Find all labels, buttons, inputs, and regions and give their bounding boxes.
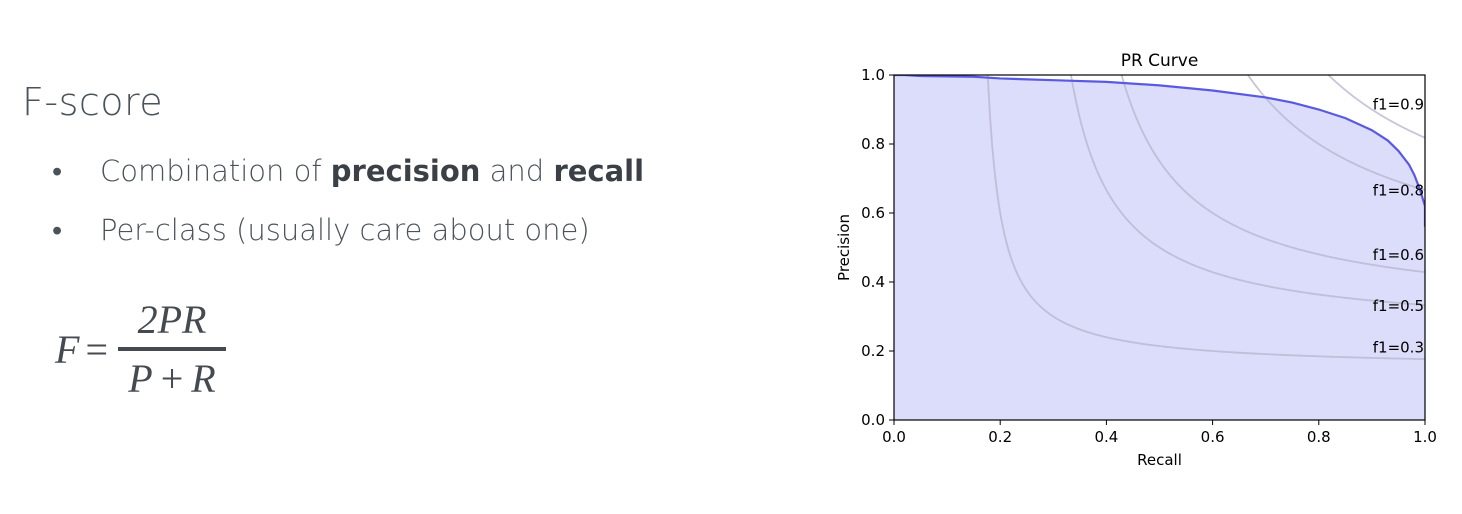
f-score-formula: F = 2PR P + R bbox=[55, 296, 226, 402]
bullet-item-combination: • Combination of precision and recall bbox=[52, 150, 644, 209]
bullet-fragment: and bbox=[480, 154, 554, 188]
iso-f1-label: f1=0.9 bbox=[1373, 95, 1424, 113]
iso-f1-label: f1=0.6 bbox=[1373, 246, 1424, 264]
bullet-dot-icon: • bbox=[52, 154, 63, 188]
iso-f1-curve bbox=[1070, 75, 1425, 306]
iso-f1-curve bbox=[1247, 75, 1425, 191]
pr-curve-chart: 0.0 0.2 0.4 0.6 0.8 1.0 0.0 0.2 0.4 0.6 0.8 1.0 PR … bbox=[835, 51, 1437, 469]
iso-f1-curve bbox=[1327, 75, 1425, 139]
x-axis-label: Recall bbox=[1137, 451, 1182, 469]
formula-equals: = bbox=[85, 326, 108, 372]
bullet-fragment: Combination of bbox=[100, 154, 331, 188]
iso-f1-label: f1=0.8 bbox=[1373, 182, 1424, 200]
bullet-item-per-class: • Per-class (usually care about one) bbox=[52, 209, 644, 268]
formula-lhs: F bbox=[55, 326, 80, 372]
bullet-text: Per-class (usually care about one) bbox=[100, 213, 590, 247]
bullet-list: • Combination of precision and recall • Pe… bbox=[52, 150, 644, 268]
iso-f1-label: f1=0.3 bbox=[1373, 339, 1424, 357]
iso-f1-labels: f1=0.9 f1=0.8 f1=0.6 f1=0.5 f1=0.3 bbox=[1373, 95, 1424, 356]
y-tick-label: 0.2 bbox=[861, 342, 885, 360]
plot-area bbox=[894, 75, 1425, 420]
chart-title: PR Curve bbox=[1121, 51, 1199, 71]
formula-fraction: 2PR P + R bbox=[118, 296, 226, 402]
fraction-bar bbox=[118, 347, 226, 351]
x-tick-label: 0.2 bbox=[988, 428, 1012, 446]
formula-denominator: P + R bbox=[122, 351, 221, 402]
y-axis-label: Precision bbox=[835, 214, 853, 281]
slide-text-panel: F-score • Combination of precision and re… bbox=[22, 80, 644, 402]
x-tick-label: 0.4 bbox=[1094, 428, 1118, 446]
axis-ticks: 0.0 0.2 0.4 0.6 0.8 1.0 0.0 0.2 0.4 0.6 0.8 1.0 bbox=[861, 66, 1437, 446]
iso-f1-label: f1=0.5 bbox=[1373, 297, 1424, 315]
x-tick-label: 0.0 bbox=[882, 428, 906, 446]
denominator-r: R bbox=[191, 356, 216, 401]
denominator-plus: + bbox=[160, 356, 184, 401]
x-tick-label: 0.8 bbox=[1307, 428, 1331, 446]
plot-frame bbox=[893, 74, 1426, 421]
bullet-dot-icon: • bbox=[52, 213, 63, 247]
y-tick-label: 0.6 bbox=[861, 204, 885, 222]
bullet-text: Combination of precision and recall bbox=[100, 154, 644, 188]
bullet-bold-recall: recall bbox=[553, 154, 645, 188]
formula-numerator: 2PR bbox=[137, 297, 207, 342]
y-tick-label: 0.4 bbox=[861, 273, 885, 291]
iso-f1-curve bbox=[986, 75, 1425, 361]
bullet-bold-precision: precision bbox=[330, 154, 481, 188]
y-tick-label: 0.0 bbox=[861, 411, 885, 429]
y-tick-label: 1.0 bbox=[861, 66, 885, 84]
x-tick-label: 1.0 bbox=[1413, 428, 1437, 446]
iso-f1-curve bbox=[1120, 75, 1425, 274]
x-tick-label: 0.6 bbox=[1201, 428, 1225, 446]
y-tick-label: 0.8 bbox=[861, 135, 885, 153]
pr-curve-line bbox=[894, 75, 1425, 227]
slide-title: F-score bbox=[22, 80, 164, 124]
denominator-p: P bbox=[128, 356, 153, 401]
